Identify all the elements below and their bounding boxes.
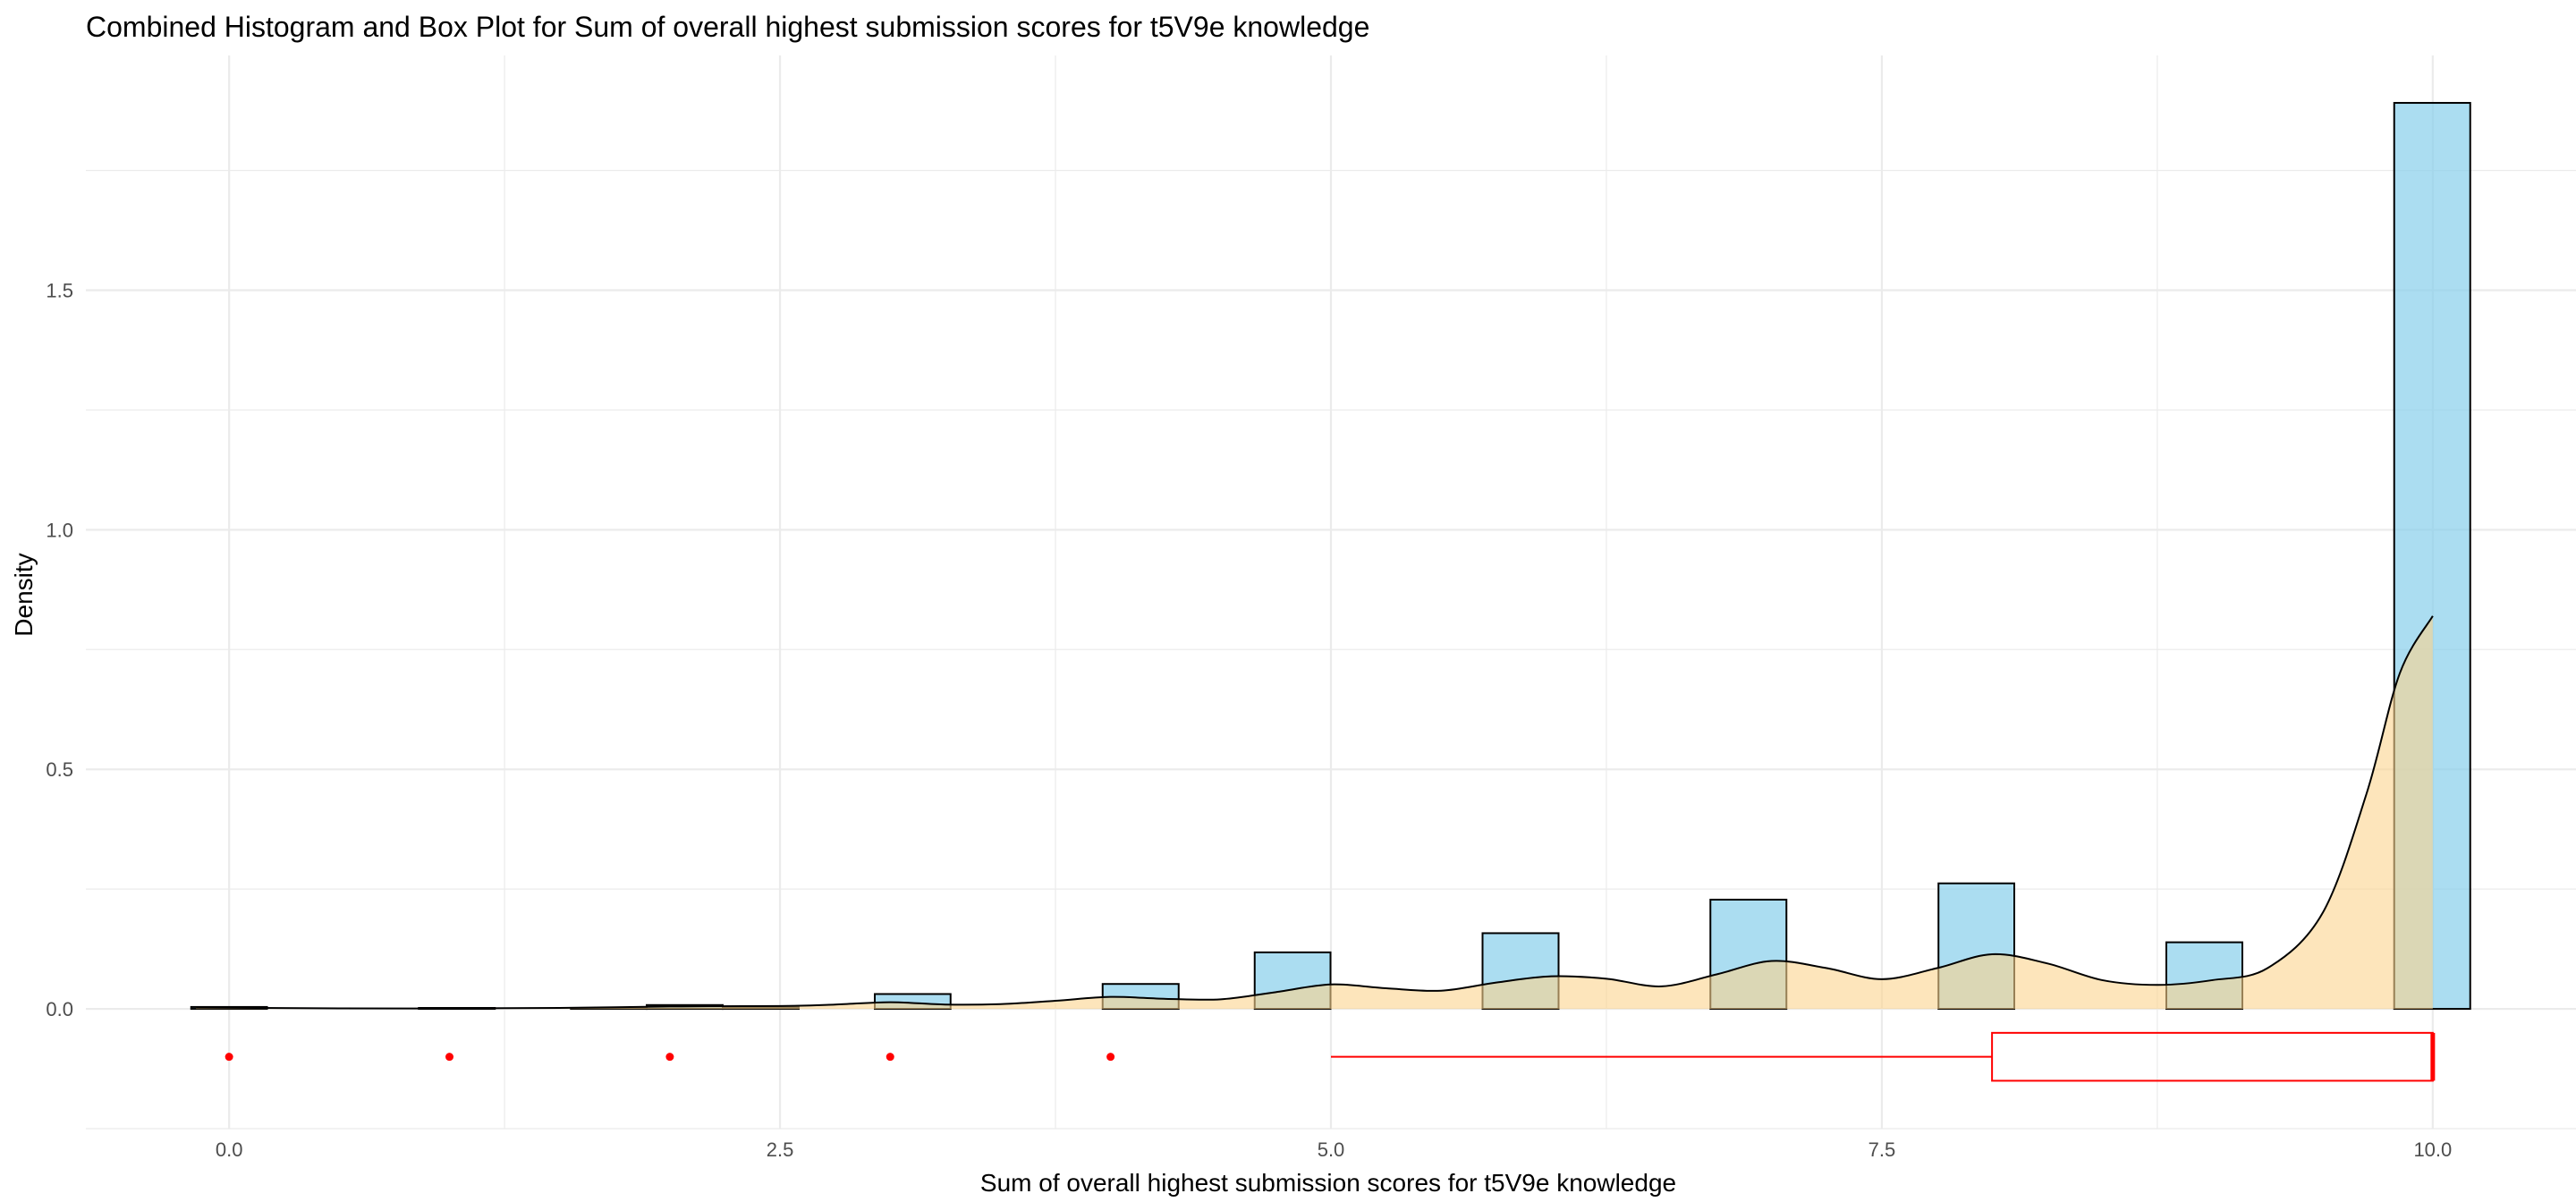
x-tick-label: 10.0: [2413, 1139, 2452, 1161]
density-line: [196, 615, 2434, 1010]
x-tick-label: 2.5: [767, 1139, 794, 1161]
boxplot-outlier: [1106, 1053, 1115, 1062]
y-tick-label: 1.5: [46, 280, 73, 302]
x-tick-label: 0.0: [216, 1139, 243, 1161]
x-axis-title: Sum of overall highest submission scores…: [980, 1169, 1676, 1197]
tick-labels: 0.0 2.5 5.0 7.5 10.0 0.0 0.5 1.0 1.5: [46, 280, 2452, 1162]
y-tick-label: 0.5: [46, 758, 73, 781]
boxplot-outlier: [886, 1053, 894, 1062]
boxplot-outlier: [225, 1053, 233, 1062]
y-tick-label: 0.0: [46, 998, 73, 1020]
boxplot-outlier: [445, 1053, 454, 1062]
chart-title: Combined Histogram and Box Plot for Sum …: [86, 11, 1369, 43]
density-curve-layer: [196, 615, 2434, 1010]
boxplot-box: [1991, 1031, 2434, 1082]
x-tick-label: 7.5: [1868, 1139, 1896, 1161]
y-axis-title: Density: [10, 553, 38, 636]
x-tick-label: 5.0: [1318, 1139, 1345, 1161]
boxplot-outlier: [665, 1053, 674, 1062]
boxplot-layer: [225, 1031, 2436, 1082]
y-tick-label: 1.0: [46, 519, 73, 541]
density-area: [196, 615, 2433, 1010]
